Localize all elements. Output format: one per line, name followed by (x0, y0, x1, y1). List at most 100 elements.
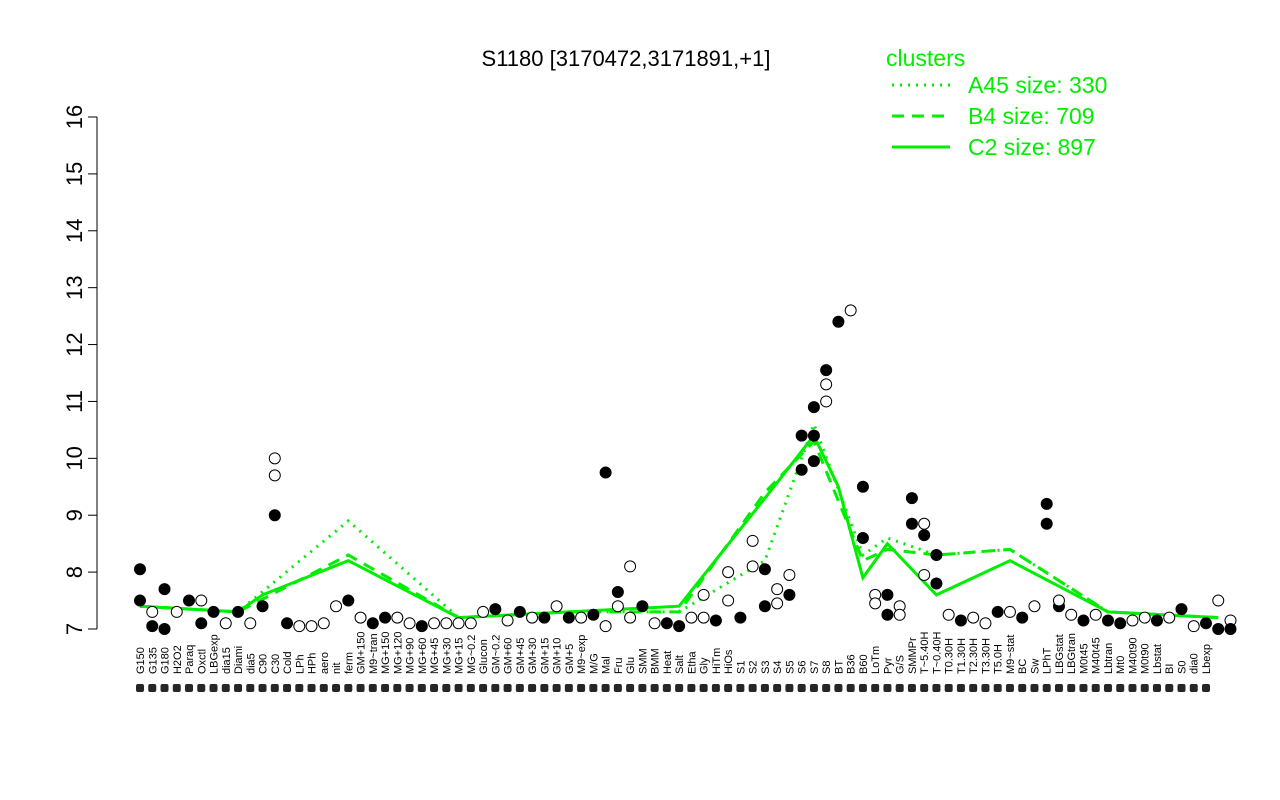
data-point (881, 588, 894, 601)
data-point (722, 594, 735, 607)
rug-mark (454, 684, 463, 692)
x-tick-label: LBGexp (209, 634, 221, 674)
rug-mark (332, 684, 341, 692)
y-tick-label: 8 (62, 566, 87, 578)
x-tick-label: Gly (699, 657, 711, 674)
data-point (452, 617, 465, 630)
rug-mark (528, 684, 537, 692)
data-point (489, 603, 502, 616)
rug-mark (1103, 684, 1112, 692)
data-point (134, 594, 146, 607)
data-point (195, 594, 208, 607)
data-point (1016, 611, 1029, 624)
rug-mark (344, 684, 353, 692)
data-point (170, 605, 183, 618)
data-point (611, 586, 624, 599)
data-point (771, 597, 784, 610)
y-tick-label: 11 (62, 390, 87, 413)
data-point (1212, 623, 1225, 635)
x-tick-label: S3 (760, 661, 772, 674)
x-tick-label: aero (319, 652, 331, 674)
data-point (464, 617, 477, 630)
data-point (256, 600, 269, 613)
x-tick-label: BI (1164, 664, 1176, 674)
x-tick-label: Fru (613, 658, 625, 675)
x-tick-label: T~5.40H (919, 631, 931, 674)
data-point (1150, 614, 1163, 627)
data-point (820, 395, 833, 408)
rug-mark (405, 684, 414, 692)
data-point (1175, 603, 1188, 616)
data-point (807, 401, 820, 414)
x-tick-label: S8 (821, 661, 833, 674)
data-point (624, 560, 637, 573)
data-points (134, 304, 1237, 635)
x-tick-label: G180 (160, 647, 172, 674)
rug-mark (1091, 684, 1100, 692)
data-point (942, 608, 955, 621)
x-tick-label: LBGtran (1066, 633, 1078, 674)
y-tick-label: 16 (62, 105, 87, 129)
data-point (391, 611, 404, 624)
data-point (268, 509, 281, 522)
rug-mark (185, 684, 194, 692)
x-tick-label: Pyr (882, 657, 894, 674)
legend-title: clusters (886, 45, 965, 71)
rug-mark (626, 684, 635, 692)
data-point (183, 594, 196, 607)
data-point (366, 617, 379, 630)
data-point (954, 614, 967, 627)
data-point (1065, 608, 1078, 621)
x-tick-label: M40t90 (1127, 637, 1139, 674)
series-lines (139, 419, 1219, 620)
rug-mark (650, 684, 659, 692)
data-point (158, 583, 171, 596)
data-point (1126, 614, 1139, 627)
rug-mark (417, 684, 426, 692)
rug-mark (283, 684, 292, 692)
x-tick-label: GM~0.2 (490, 635, 502, 674)
rug-mark (1116, 684, 1125, 692)
x-tick-label: T3.30H (980, 638, 992, 674)
rug-mark (822, 684, 831, 692)
rug-mark (956, 684, 965, 692)
rug-mark (479, 684, 488, 692)
data-point (146, 605, 159, 618)
x-tick-label: HiTm (711, 648, 723, 674)
data-point (330, 600, 343, 613)
x-tick-label: SMMPr (907, 637, 919, 674)
rug-mark (564, 684, 573, 692)
rug-mark (307, 684, 316, 692)
data-point (734, 611, 747, 624)
x-tick-label: Sw (1029, 659, 1041, 674)
data-point (1077, 614, 1090, 627)
rug-mark (1005, 684, 1014, 692)
data-point (1089, 608, 1102, 621)
data-point (1114, 617, 1127, 630)
x-tick-label: T~0.40H (931, 631, 943, 674)
data-point (440, 617, 453, 630)
rug-mark (234, 684, 243, 692)
data-point (281, 617, 294, 630)
x-tick-label: dia15 (221, 647, 233, 674)
data-point (844, 304, 857, 317)
data-point (1052, 594, 1065, 607)
x-axis-rug (136, 684, 1210, 692)
rug-mark (699, 684, 708, 692)
data-point (722, 566, 735, 579)
rug-mark (687, 684, 696, 692)
rug-mark (809, 684, 818, 692)
x-tick-label: C90 (258, 654, 270, 674)
data-point (795, 429, 808, 442)
data-point (526, 611, 539, 624)
rug-mark (258, 684, 267, 692)
series-line (139, 432, 1219, 620)
x-tick-label: Etha (686, 650, 698, 674)
rug-mark (920, 684, 929, 692)
data-point (244, 617, 257, 630)
data-point (599, 620, 612, 633)
data-point (1163, 611, 1176, 624)
x-tick-label: T1.30H (956, 638, 968, 674)
rug-mark (503, 684, 512, 692)
data-point (317, 617, 330, 630)
